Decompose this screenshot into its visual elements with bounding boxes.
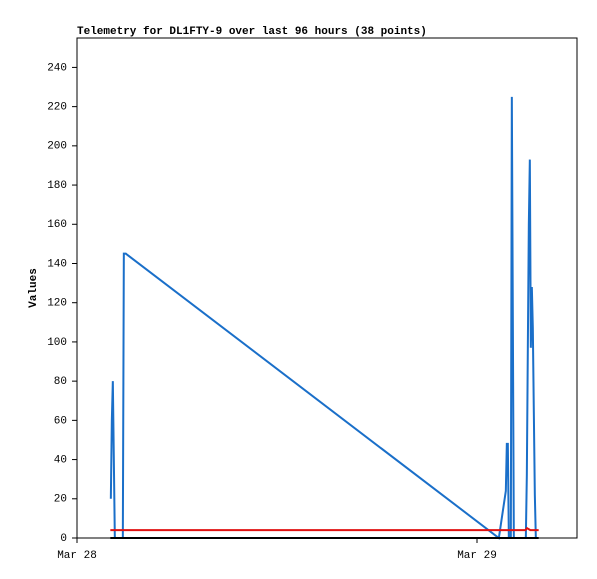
y-tick-label: 20	[54, 494, 67, 506]
plot-frame	[76, 37, 578, 539]
data-line	[109, 96, 537, 540]
y-tick-label: 100	[47, 337, 67, 349]
y-tick-label: 140	[47, 258, 67, 270]
y-tick-label: 160	[47, 219, 67, 231]
y-tick-label: 60	[54, 415, 67, 427]
y-tick-label: 180	[47, 180, 67, 192]
x-tick-label: Mar 28	[57, 550, 97, 562]
y-tick-label: 40	[54, 454, 67, 466]
y-axis-label: Values	[28, 268, 40, 308]
y-tick-label: 220	[47, 102, 67, 114]
data-line	[110, 526, 539, 532]
y-tick-label: 80	[54, 376, 67, 388]
y-tick-label: 0	[60, 533, 67, 545]
y-tick-label: 200	[47, 141, 67, 153]
y-tick-label: 240	[47, 62, 67, 74]
y-tick-label: 120	[47, 298, 67, 310]
x-tick-label: Mar 29	[457, 550, 497, 562]
chart-title: Telemetry for DL1FTY-9 over last 96 hour…	[77, 26, 427, 38]
